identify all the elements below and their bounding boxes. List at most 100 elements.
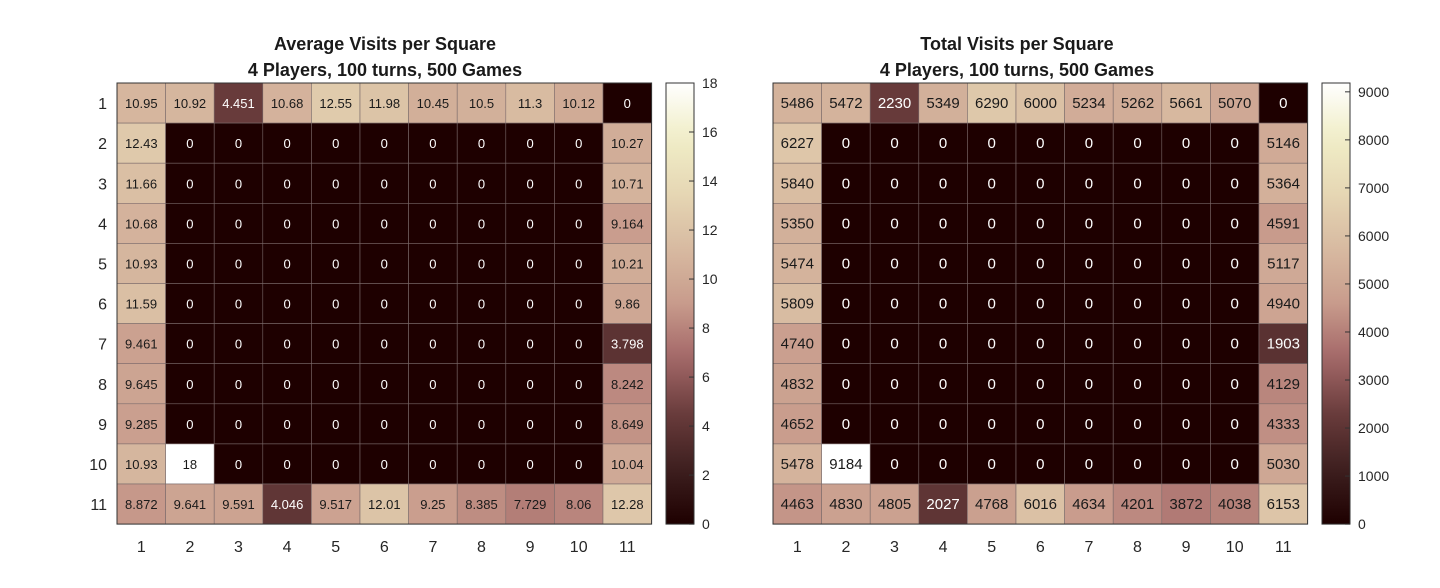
heatmap-cell (505, 203, 555, 244)
cell-value-label: 0 (1182, 456, 1190, 473)
cell-value-label: 0 (842, 215, 850, 232)
heatmap-cell (554, 483, 604, 525)
colorbar-tick-label: 8000 (1358, 132, 1389, 148)
heatmap-cell (359, 82, 409, 124)
heatmap-cell (821, 82, 871, 124)
x-tick-label: 9 (1182, 539, 1191, 556)
plot-border (116, 82, 653, 525)
cell-value-label: 0 (1085, 215, 1093, 232)
cell-value-label: 0 (283, 337, 290, 352)
heatmap-cell (359, 162, 409, 204)
heatmap-cell (262, 323, 312, 365)
cell-value-label: 0 (429, 377, 436, 392)
cell-value-label: 0 (283, 176, 290, 191)
heatmap-cell (554, 323, 604, 365)
cell-value-label: 5146 (1267, 135, 1300, 152)
heatmap-cell (1015, 443, 1065, 485)
cell-value-label: 0 (381, 297, 388, 312)
cell-value-label: 9.25 (420, 497, 445, 512)
cell-value-label: 10.71 (611, 176, 644, 191)
cell-value-label: 0 (1133, 336, 1141, 353)
cell-value-label: 0 (988, 456, 996, 473)
colorbar-tick-label: 12 (702, 222, 718, 238)
cell-value-label: 4830 (829, 496, 862, 513)
cell-value-label: 0 (283, 457, 290, 472)
cell-value-label: 9184 (829, 456, 862, 473)
heatmap-cell (1161, 403, 1211, 445)
heatmap-cell (554, 82, 604, 124)
cell-value-label: 4333 (1267, 416, 1300, 433)
cell-value-label: 0 (890, 376, 898, 393)
cell-value-label: 11.59 (126, 297, 158, 312)
chart-subtitle: 4 Players, 100 turns, 500 Games (880, 60, 1154, 80)
cell-value-label: 0 (381, 457, 388, 472)
heatmap-cell (213, 122, 264, 164)
heatmap-cell (262, 243, 312, 284)
colorbar-tick-label: 3000 (1358, 372, 1389, 388)
heatmap-cell (1258, 122, 1308, 164)
cell-value-label: 0 (890, 175, 898, 192)
cell-value-label: 0 (332, 136, 339, 151)
heatmap-cell (869, 82, 920, 124)
cell-value-label: 8.872 (125, 497, 158, 512)
heatmap-cell (821, 243, 871, 284)
cell-value-label: 0 (1182, 416, 1190, 433)
heatmap-cell (359, 443, 409, 485)
cell-value-label: 0 (283, 256, 290, 271)
cell-value-label: 5350 (781, 215, 814, 232)
heatmap-cell (505, 283, 555, 324)
heatmap-cell (213, 162, 264, 204)
heatmap-cell (772, 283, 822, 324)
cell-value-label: 9.517 (319, 497, 352, 512)
cell-value-label: 0 (526, 136, 533, 151)
heatmap-cell (116, 283, 166, 324)
cell-value-label: 9.591 (222, 497, 255, 512)
cell-value-label: 0 (988, 175, 996, 192)
heatmap-cell (821, 162, 871, 204)
cell-value-label: 0 (283, 297, 290, 312)
heatmap-cell (116, 122, 166, 164)
heatmap-cell (869, 122, 920, 164)
heatmap-cell (213, 403, 264, 445)
cell-value-label: 0 (939, 215, 947, 232)
colorbar-tick-label: 0 (1358, 516, 1366, 532)
cell-value-label: 0 (1085, 336, 1093, 353)
heatmap-cell (1210, 122, 1260, 164)
heatmap-cell (821, 363, 871, 405)
cell-value-label: 0 (1231, 416, 1239, 433)
cell-value-label: 5840 (781, 175, 814, 192)
x-axis-ticks: 1 2 3 4 5 6 7 8 9 10 11 (137, 539, 636, 556)
cell-value-label: 4652 (781, 416, 814, 433)
heatmap-cell (1258, 162, 1308, 204)
cell-value-label: 0 (381, 176, 388, 191)
cell-value-label: 4634 (1072, 496, 1105, 513)
cell-value-label: 5030 (1267, 456, 1300, 473)
cell-value-label: 4129 (1267, 376, 1300, 393)
cell-value-label: 0 (186, 216, 193, 231)
cell-value-label: 0 (283, 216, 290, 231)
heatmap-cell (1064, 82, 1114, 124)
cell-value-label: 0 (1036, 215, 1044, 232)
heatmap-cell (505, 443, 555, 485)
cell-value-label: 0 (478, 256, 485, 271)
cell-value-label: 5661 (1169, 95, 1202, 112)
y-tick-label: 4 (98, 216, 107, 233)
heatmap-cell (116, 443, 166, 485)
heatmap-cell (1258, 243, 1308, 284)
cell-value-label: 0 (381, 377, 388, 392)
heatmap-cell (602, 483, 652, 525)
cell-value-label: 0 (1133, 456, 1141, 473)
heatmap-cell (262, 82, 312, 124)
x-tick-label: 11 (619, 539, 636, 556)
cell-value-label: 0 (332, 417, 339, 432)
cell-value-label: 0 (235, 256, 242, 271)
heatmap-cell (165, 363, 215, 405)
cell-value-label: 0 (186, 297, 193, 312)
heatmap-cell (967, 283, 1017, 324)
heatmap-cell (1015, 162, 1065, 204)
heatmap-cell (456, 122, 507, 164)
heatmap-cell (311, 82, 361, 124)
cell-value-label: 0 (381, 256, 388, 271)
cell-value-label: 4591 (1267, 215, 1300, 232)
